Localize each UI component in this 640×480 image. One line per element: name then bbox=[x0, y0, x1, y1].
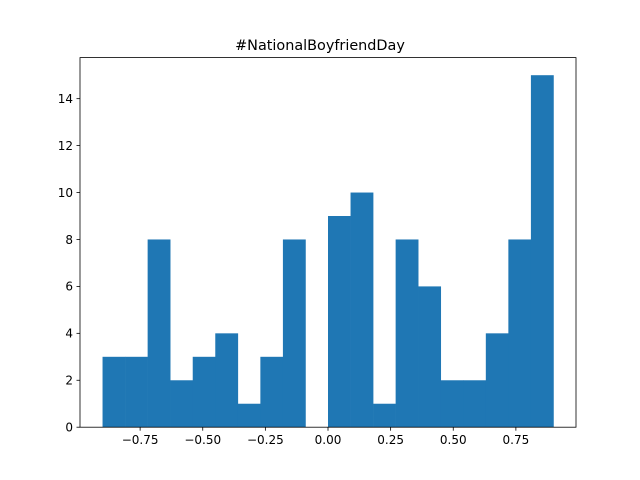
histogram-bar bbox=[328, 216, 351, 428]
histogram-bar bbox=[215, 333, 239, 428]
x-tick-label: 0.25 bbox=[377, 433, 404, 447]
y-tick-label: 0 bbox=[65, 421, 73, 435]
x-tick-label: −0.50 bbox=[184, 433, 221, 447]
histogram-bar bbox=[395, 239, 419, 428]
y-tick-label: 10 bbox=[58, 186, 73, 200]
histogram-bar bbox=[508, 239, 532, 428]
x-tick-label: 0.00 bbox=[315, 433, 342, 447]
histogram-bar bbox=[260, 356, 284, 428]
histogram-bar bbox=[463, 380, 487, 428]
histogram-bar bbox=[237, 403, 261, 428]
y-tick-label: 4 bbox=[65, 327, 73, 341]
histogram-bar bbox=[530, 75, 554, 428]
histogram-bar bbox=[170, 380, 194, 428]
histogram-bar bbox=[485, 333, 509, 428]
y-tick-label: 12 bbox=[58, 139, 73, 153]
y-tick-label: 14 bbox=[58, 92, 73, 106]
histogram-bar bbox=[350, 192, 374, 428]
histogram-bar bbox=[102, 356, 126, 428]
histogram-bar bbox=[282, 239, 306, 428]
histogram-bar bbox=[373, 403, 396, 428]
y-tick-label: 8 bbox=[65, 233, 73, 247]
x-tick-label: −0.75 bbox=[122, 433, 159, 447]
histogram-bar bbox=[125, 356, 148, 428]
bars-group bbox=[102, 75, 554, 428]
y-axis-ticks: 0 2 4 6 8 10 12 14 bbox=[58, 92, 80, 435]
x-tick-label: 0.75 bbox=[503, 433, 530, 447]
x-axis-ticks: −0.75 −0.50 −0.25 0.00 0.25 0.50 0.75 bbox=[122, 427, 530, 447]
histogram-bar bbox=[147, 239, 171, 428]
y-tick-label: 6 bbox=[65, 280, 73, 294]
histogram-bar bbox=[418, 286, 442, 428]
x-tick-label: −0.25 bbox=[247, 433, 284, 447]
chart-title: #NationalBoyfriendDay bbox=[235, 38, 405, 54]
plot-frame bbox=[79, 57, 577, 428]
histogram-bar bbox=[440, 380, 464, 428]
x-tick-label: 0.50 bbox=[440, 433, 467, 447]
y-tick-label: 2 bbox=[65, 374, 73, 388]
histogram-bar bbox=[192, 356, 216, 428]
